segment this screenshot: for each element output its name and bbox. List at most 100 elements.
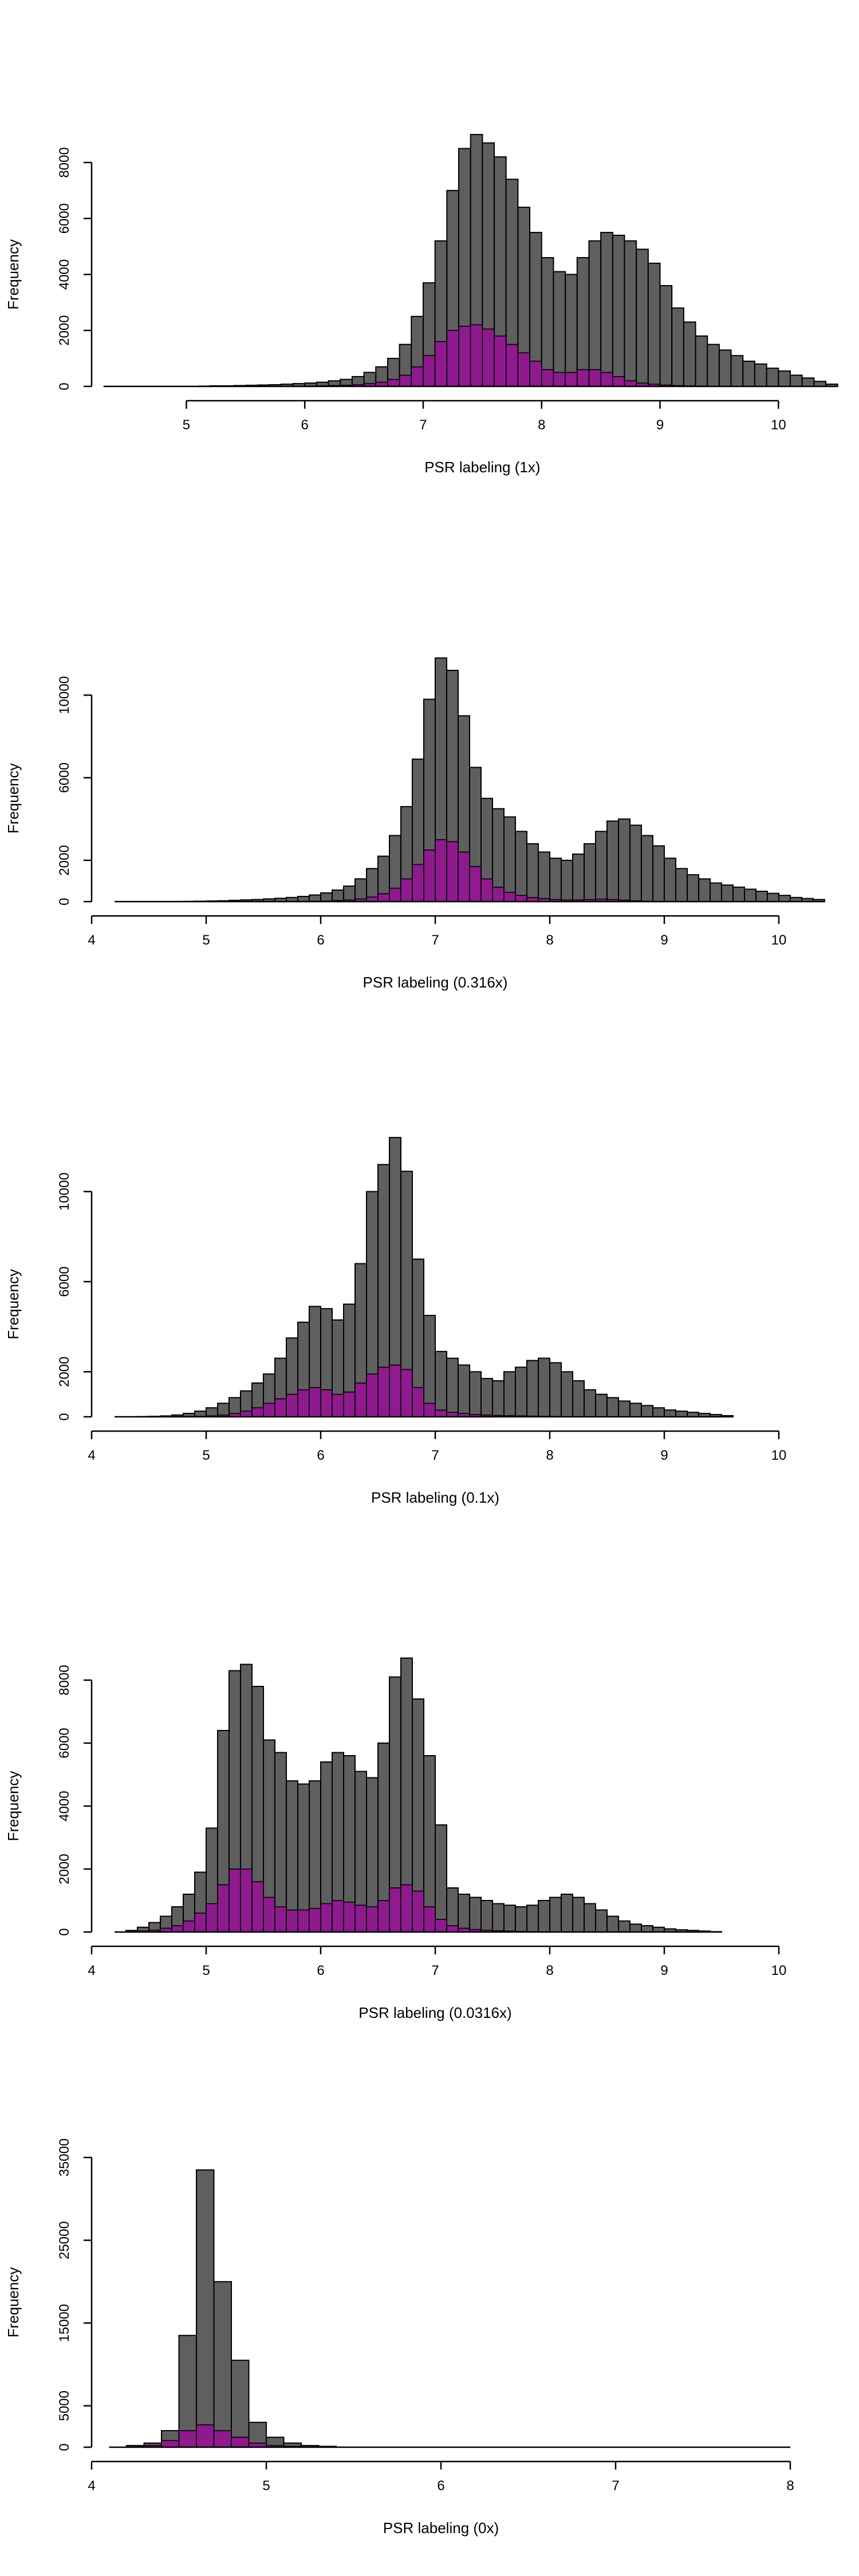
bar-all [526,1905,539,1933]
series-1 [198,134,838,388]
bar-subset [377,893,390,902]
y-tick-label: 6000 [57,203,72,234]
y-tick-label: 0 [57,382,72,390]
bar-subset [412,864,424,902]
bar-subset [240,1411,253,1417]
bar-subset [389,887,401,902]
x-axis-label: PSR labeling (0x) [383,2519,499,2537]
bar-all [629,1402,642,1417]
bar-all [423,1314,436,1417]
bar-subset [309,1907,321,1933]
bar-all [492,1903,505,1933]
bar-all [515,831,527,903]
bar-all [647,262,661,388]
bar-all [612,235,625,387]
bar-all [549,1362,562,1418]
x-tick-label: 4 [88,1448,95,1463]
bar-subset [565,372,578,387]
bar-all [664,1409,676,1417]
bar-subset [612,376,625,387]
bar-all [687,874,699,902]
bar-all [710,882,722,903]
y-axis-label: Frequency [5,239,22,310]
bar-all [572,1897,585,1933]
bar-all [664,858,676,903]
bar-all [698,878,711,902]
bar-all [718,349,732,388]
bar-subset [343,1901,356,1933]
bar-all [503,816,516,902]
bar-all [196,2169,215,2448]
bar-all [618,1920,631,1933]
bar-all [343,885,356,902]
bar-subset [515,895,527,902]
bar-all [606,1915,619,1933]
bar-subset [412,1387,424,1417]
bar-all [767,892,779,902]
bar-subset [161,2440,180,2448]
x-tick-label: 9 [660,1963,668,1978]
bar-subset [435,1409,447,1417]
bar-subset [600,372,613,387]
bar-subset [354,1905,367,1933]
bar-subset [240,1868,253,1933]
y-tick-label: 8000 [57,1665,72,1695]
y-tick-label: 6000 [57,762,72,793]
y-tick-label: 6000 [57,1728,72,1758]
panel-4: 4 5 6 7 8 9 10 PSR labeling (0.0316x) 0 2000 4000 6… [5,1657,786,2021]
x-tick-label: 10 [771,1448,787,1463]
bar-subset [469,866,482,902]
bar-subset [458,851,470,902]
bar-all [641,835,653,902]
bar-all [538,851,550,902]
bar-all [458,1894,470,1933]
x-tick-label: 8 [546,1963,553,1978]
bar-subset [297,1909,310,1933]
bar-all [332,889,344,903]
bar-subset [196,2424,215,2448]
bar-subset [446,1925,459,1933]
bar-all [675,868,688,903]
y-tick-label: 10000 [57,676,72,714]
x-tick-label: 9 [660,1448,668,1463]
x-tick-label: 5 [183,417,190,433]
bar-all [606,1397,619,1418]
bar-subset [435,839,447,902]
bar-subset [446,330,459,387]
bar-all [458,1364,470,1418]
bar-all [515,1366,527,1417]
bar-subset [446,841,459,902]
bar-all [538,1357,550,1417]
bar-subset [423,355,436,387]
bar-all [675,1411,688,1417]
bar-subset [332,1900,344,1933]
series-2 [126,2424,337,2448]
y-axis-label: Frequency [5,1269,22,1340]
bar-subset [553,372,566,387]
bar-subset [274,1398,287,1417]
y-tick-label: 35000 [57,2139,72,2177]
x-tick-label: 8 [538,417,545,433]
bar-all [606,820,619,902]
bar-all [572,1380,585,1418]
bar-subset [482,328,495,387]
series-1 [137,1137,734,1418]
bar-all [595,1909,608,1933]
panel-3: 4 5 6 7 8 9 10 PSR labeling (0.1x) 0 2000 6000 1000… [5,1137,786,1506]
y-tick-label: 2000 [57,845,72,875]
bar-all [636,248,649,387]
bar-subset [576,369,590,387]
x-tick-label: 8 [786,2478,794,2494]
x-tick-label: 8 [546,1448,553,1463]
bar-all [744,888,756,902]
bar-subset [343,1391,356,1417]
x-tick-label: 7 [431,1448,439,1463]
bar-subset [320,1903,333,1933]
bar-all [641,1925,653,1933]
bar-subset [423,1906,436,1933]
bar-subset [354,1382,367,1417]
bar-all [492,1380,505,1418]
bar-all [423,1755,436,1933]
bar-all [231,2360,250,2448]
bar-all [572,854,585,903]
